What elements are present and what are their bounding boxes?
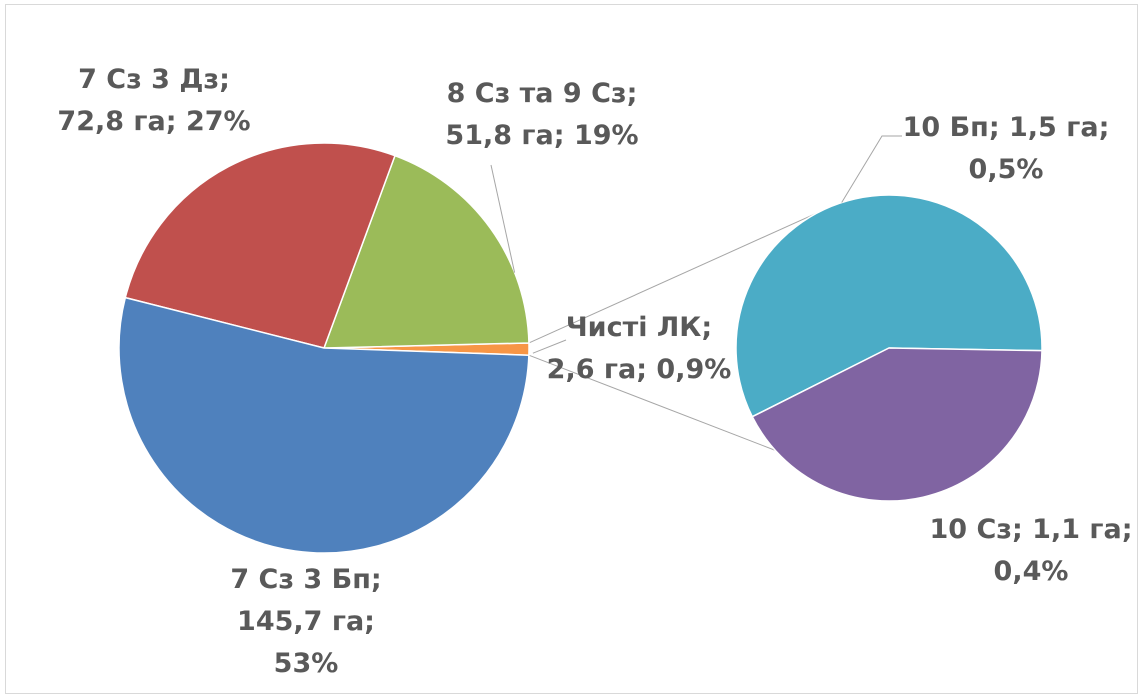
connector-line-top — [528, 212, 818, 344]
label-7sz-3bp-line: 7 Сз 3 Бп; — [230, 564, 381, 595]
label-8sz-9sz-line: 51,8 га; 19% — [445, 120, 638, 151]
label-7sz-3bp-line: 145,7 га; — [237, 606, 375, 637]
main-pie — [118, 142, 530, 554]
connector-line-bottom — [528, 354, 776, 451]
connector-lines — [528, 212, 818, 451]
leader-line-8sz-9sz — [490, 164, 516, 273]
label-10bp-line: 10 Бп; 1,5 га; — [903, 112, 1110, 143]
label-10sz-line: 0,4% — [994, 556, 1069, 587]
slice-7-сз-3-бп — [118, 296, 530, 554]
label-7sz-3dz: 7 Сз 3 Дз; 72,8 га; 27% — [57, 64, 250, 137]
data-labels: 7 Сз 3 Бп; 145,7 га; 53% 7 Сз 3 Дз; 72,8 га;… — [57, 64, 1132, 679]
slice-8-сз-та-9-сз — [322, 154, 530, 349]
leader-line-10bp — [841, 135, 902, 203]
pie-of-pie-chart: 7 Сз 3 Бп; 145,7 га; 53% 7 Сз 3 Дз; 72,8 га;… — [57, 64, 1132, 679]
slice-10-бп — [735, 194, 1043, 418]
label-8sz-9sz-line: 8 Сз та 9 Сз; — [447, 78, 638, 109]
label-7sz-3dz-line: 72,8 га; 27% — [57, 106, 250, 137]
label-8sz-9sz: 8 Сз та 9 Сз; 51,8 га; 19% — [445, 78, 638, 151]
secondary-pie — [735, 194, 1043, 502]
leader-line-chisti-lk — [532, 339, 567, 354]
label-10bp: 10 Бп; 1,5 га; 0,5% — [903, 112, 1110, 185]
chart-frame: 7 Сз 3 Бп; 145,7 га; 53% 7 Сз 3 Дз; 72,8 га;… — [5, 4, 1138, 694]
label-7sz-3bp: 7 Сз 3 Бп; 145,7 га; 53% — [230, 564, 381, 679]
label-10bp-line: 0,5% — [969, 154, 1044, 185]
leader-lines — [490, 135, 902, 354]
label-10sz: 10 Сз; 1,1 га; 0,4% — [929, 514, 1132, 587]
label-chisti-lk: Чисті ЛК; 2,6 га; 0,9% — [547, 312, 732, 385]
slice-7-сз-3-дз — [124, 142, 396, 349]
label-7sz-3dz-line: 7 Сз 3 Дз; — [78, 64, 230, 95]
label-7sz-3bp-line: 53% — [274, 648, 339, 679]
label-chisti-lk-line: Чисті ЛК; — [566, 312, 712, 343]
label-chisti-lk-line: 2,6 га; 0,9% — [547, 354, 732, 385]
label-10sz-line: 10 Сз; 1,1 га; — [929, 514, 1132, 545]
slice-10-сз — [751, 347, 1043, 502]
